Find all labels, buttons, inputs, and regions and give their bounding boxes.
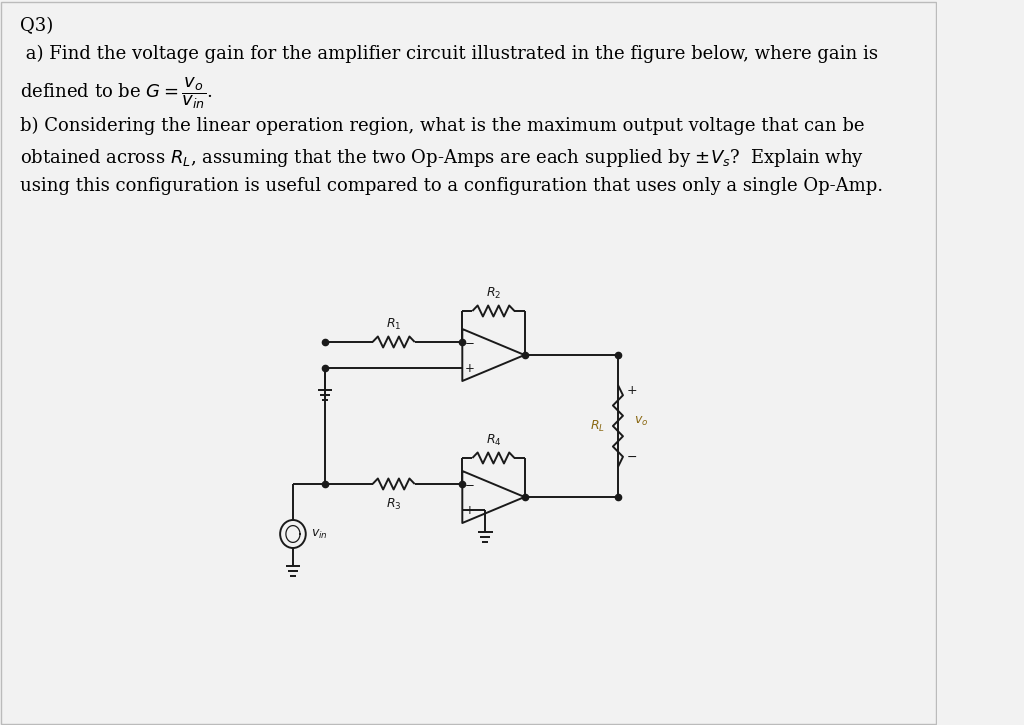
Text: Q3): Q3)	[20, 17, 53, 35]
Text: defined to be $G = \dfrac{v_o}{v_{in}}$.: defined to be $G = \dfrac{v_o}{v_{in}}$.	[20, 75, 213, 111]
Text: $R_4$: $R_4$	[485, 433, 502, 448]
Text: a) Find the voltage gain for the amplifier circuit illustrated in the figure bel: a) Find the voltage gain for the amplifi…	[20, 45, 879, 63]
Text: b) Considering the linear operation region, what is the maximum output voltage t: b) Considering the linear operation regi…	[20, 117, 864, 136]
Text: $R_3$: $R_3$	[386, 497, 401, 512]
Text: $+$: $+$	[464, 503, 475, 516]
Text: $-$: $-$	[464, 336, 475, 349]
Text: $R_2$: $R_2$	[485, 286, 501, 301]
Text: $-$: $-$	[626, 450, 637, 463]
Text: $+$: $+$	[464, 362, 475, 375]
Text: $v_{in}$: $v_{in}$	[311, 528, 328, 541]
Text: +: +	[626, 384, 637, 397]
Text: $R_1$: $R_1$	[386, 317, 401, 332]
Text: $-$: $-$	[464, 478, 475, 491]
Text: $v_o$: $v_o$	[635, 415, 649, 428]
Text: $R_L$: $R_L$	[590, 418, 605, 434]
Text: using this configuration is useful compared to a configuration that uses only a : using this configuration is useful compa…	[20, 177, 884, 195]
Text: obtained across $R_L$, assuming that the two Op-Amps are each supplied by $\pm V: obtained across $R_L$, assuming that the…	[20, 147, 864, 169]
